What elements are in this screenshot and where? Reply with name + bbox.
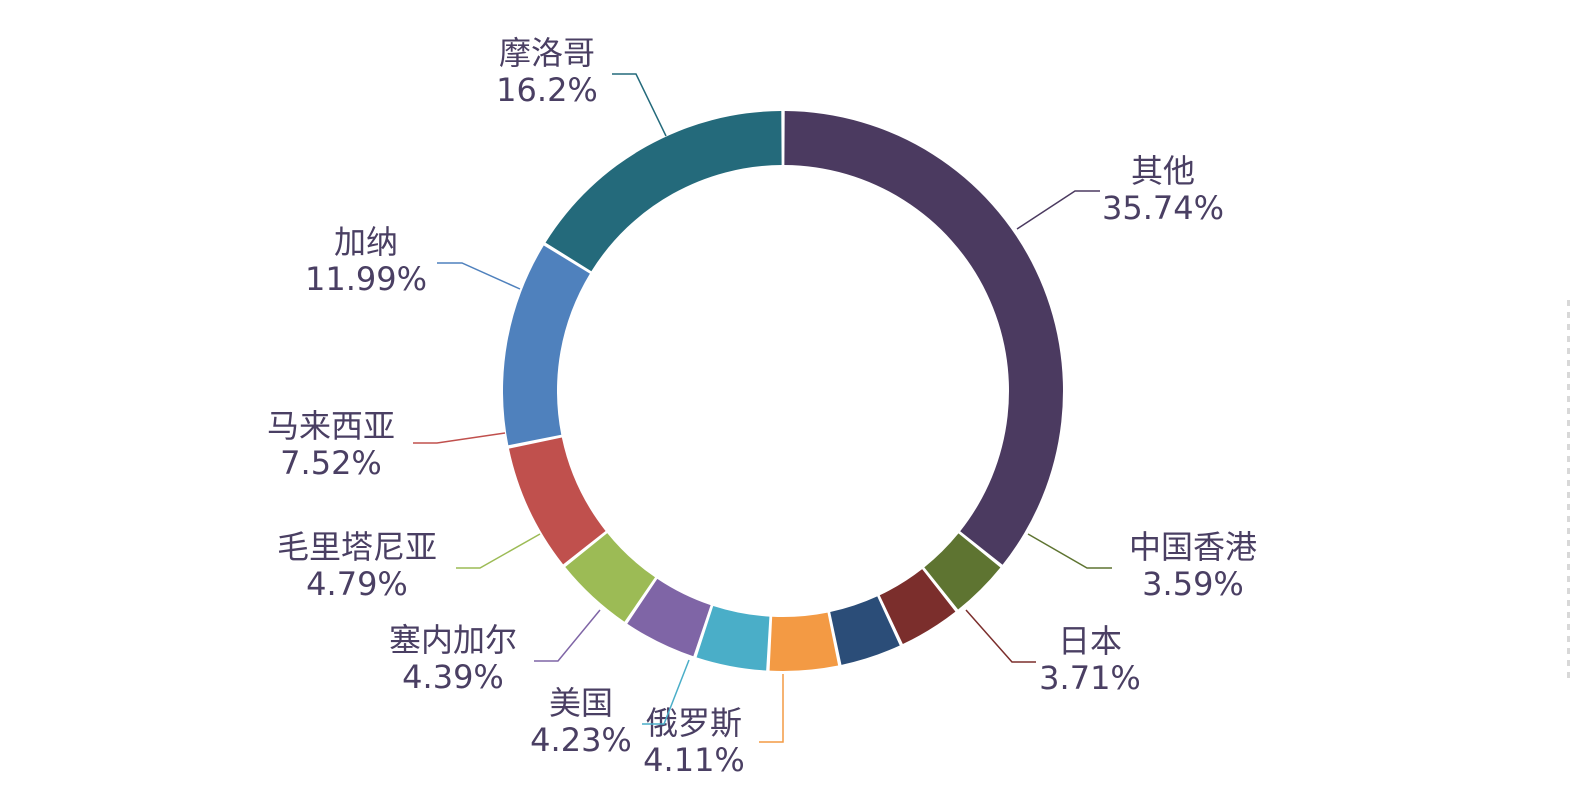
donut-slice-9 [503, 245, 590, 446]
leader-line-1 [1027, 533, 1112, 569]
edge-scrollbar-mark [1567, 300, 1570, 680]
leader-line-7 [456, 533, 541, 569]
donut-slice-0 [784, 111, 1063, 565]
leader-line-6 [534, 609, 601, 662]
slice-percent-6: 4.39% [402, 658, 504, 696]
donut-slice-2 [879, 569, 956, 645]
donut-slice-5 [696, 605, 770, 671]
slice-label-1: 中国香港 [1129, 528, 1257, 566]
slice-label-4: 俄罗斯 [646, 704, 742, 742]
slice-percent-8: 7.52% [280, 444, 382, 482]
slice-label-9: 加纳 [334, 223, 398, 261]
donut-slice-7 [565, 533, 656, 622]
slice-label-7: 毛里塔尼亚 [277, 528, 437, 566]
slice-percent-9: 11.99% [305, 260, 427, 298]
donut-slice-1 [924, 533, 1001, 610]
slice-percent-7: 4.79% [306, 565, 408, 603]
slice-label-8: 马来西亚 [267, 407, 395, 445]
slice-label-6: 塞内加尔 [389, 621, 517, 659]
donut-slice-10 [545, 111, 782, 272]
leader-line-9 [437, 262, 521, 290]
slice-percent-10: 16.2% [496, 71, 598, 109]
slice-percent-1: 3.59% [1142, 565, 1244, 603]
leader-line-4 [759, 674, 784, 743]
leader-line-8 [413, 432, 506, 444]
slice-percent-4: 4.11% [643, 741, 745, 779]
donut-slice-3 [830, 596, 900, 665]
slice-percent-5: 4.23% [530, 721, 632, 759]
leader-line-5 [642, 659, 690, 725]
slice-label-10: 摩洛哥 [499, 34, 595, 72]
slice-percent-0: 35.74% [1102, 189, 1224, 227]
slice-label-0: 其他 [1131, 152, 1195, 190]
donut-slice-6 [627, 578, 711, 657]
leader-line-2 [965, 609, 1036, 663]
donut-slice-8 [508, 437, 606, 565]
slice-label-2: 日本 [1058, 622, 1122, 660]
slice-label-5: 美国 [549, 684, 613, 722]
leader-line-0 [1016, 190, 1100, 230]
donut-slice-4 [769, 612, 839, 672]
slice-percent-2: 3.71% [1039, 659, 1141, 697]
leader-line-10 [612, 73, 667, 137]
